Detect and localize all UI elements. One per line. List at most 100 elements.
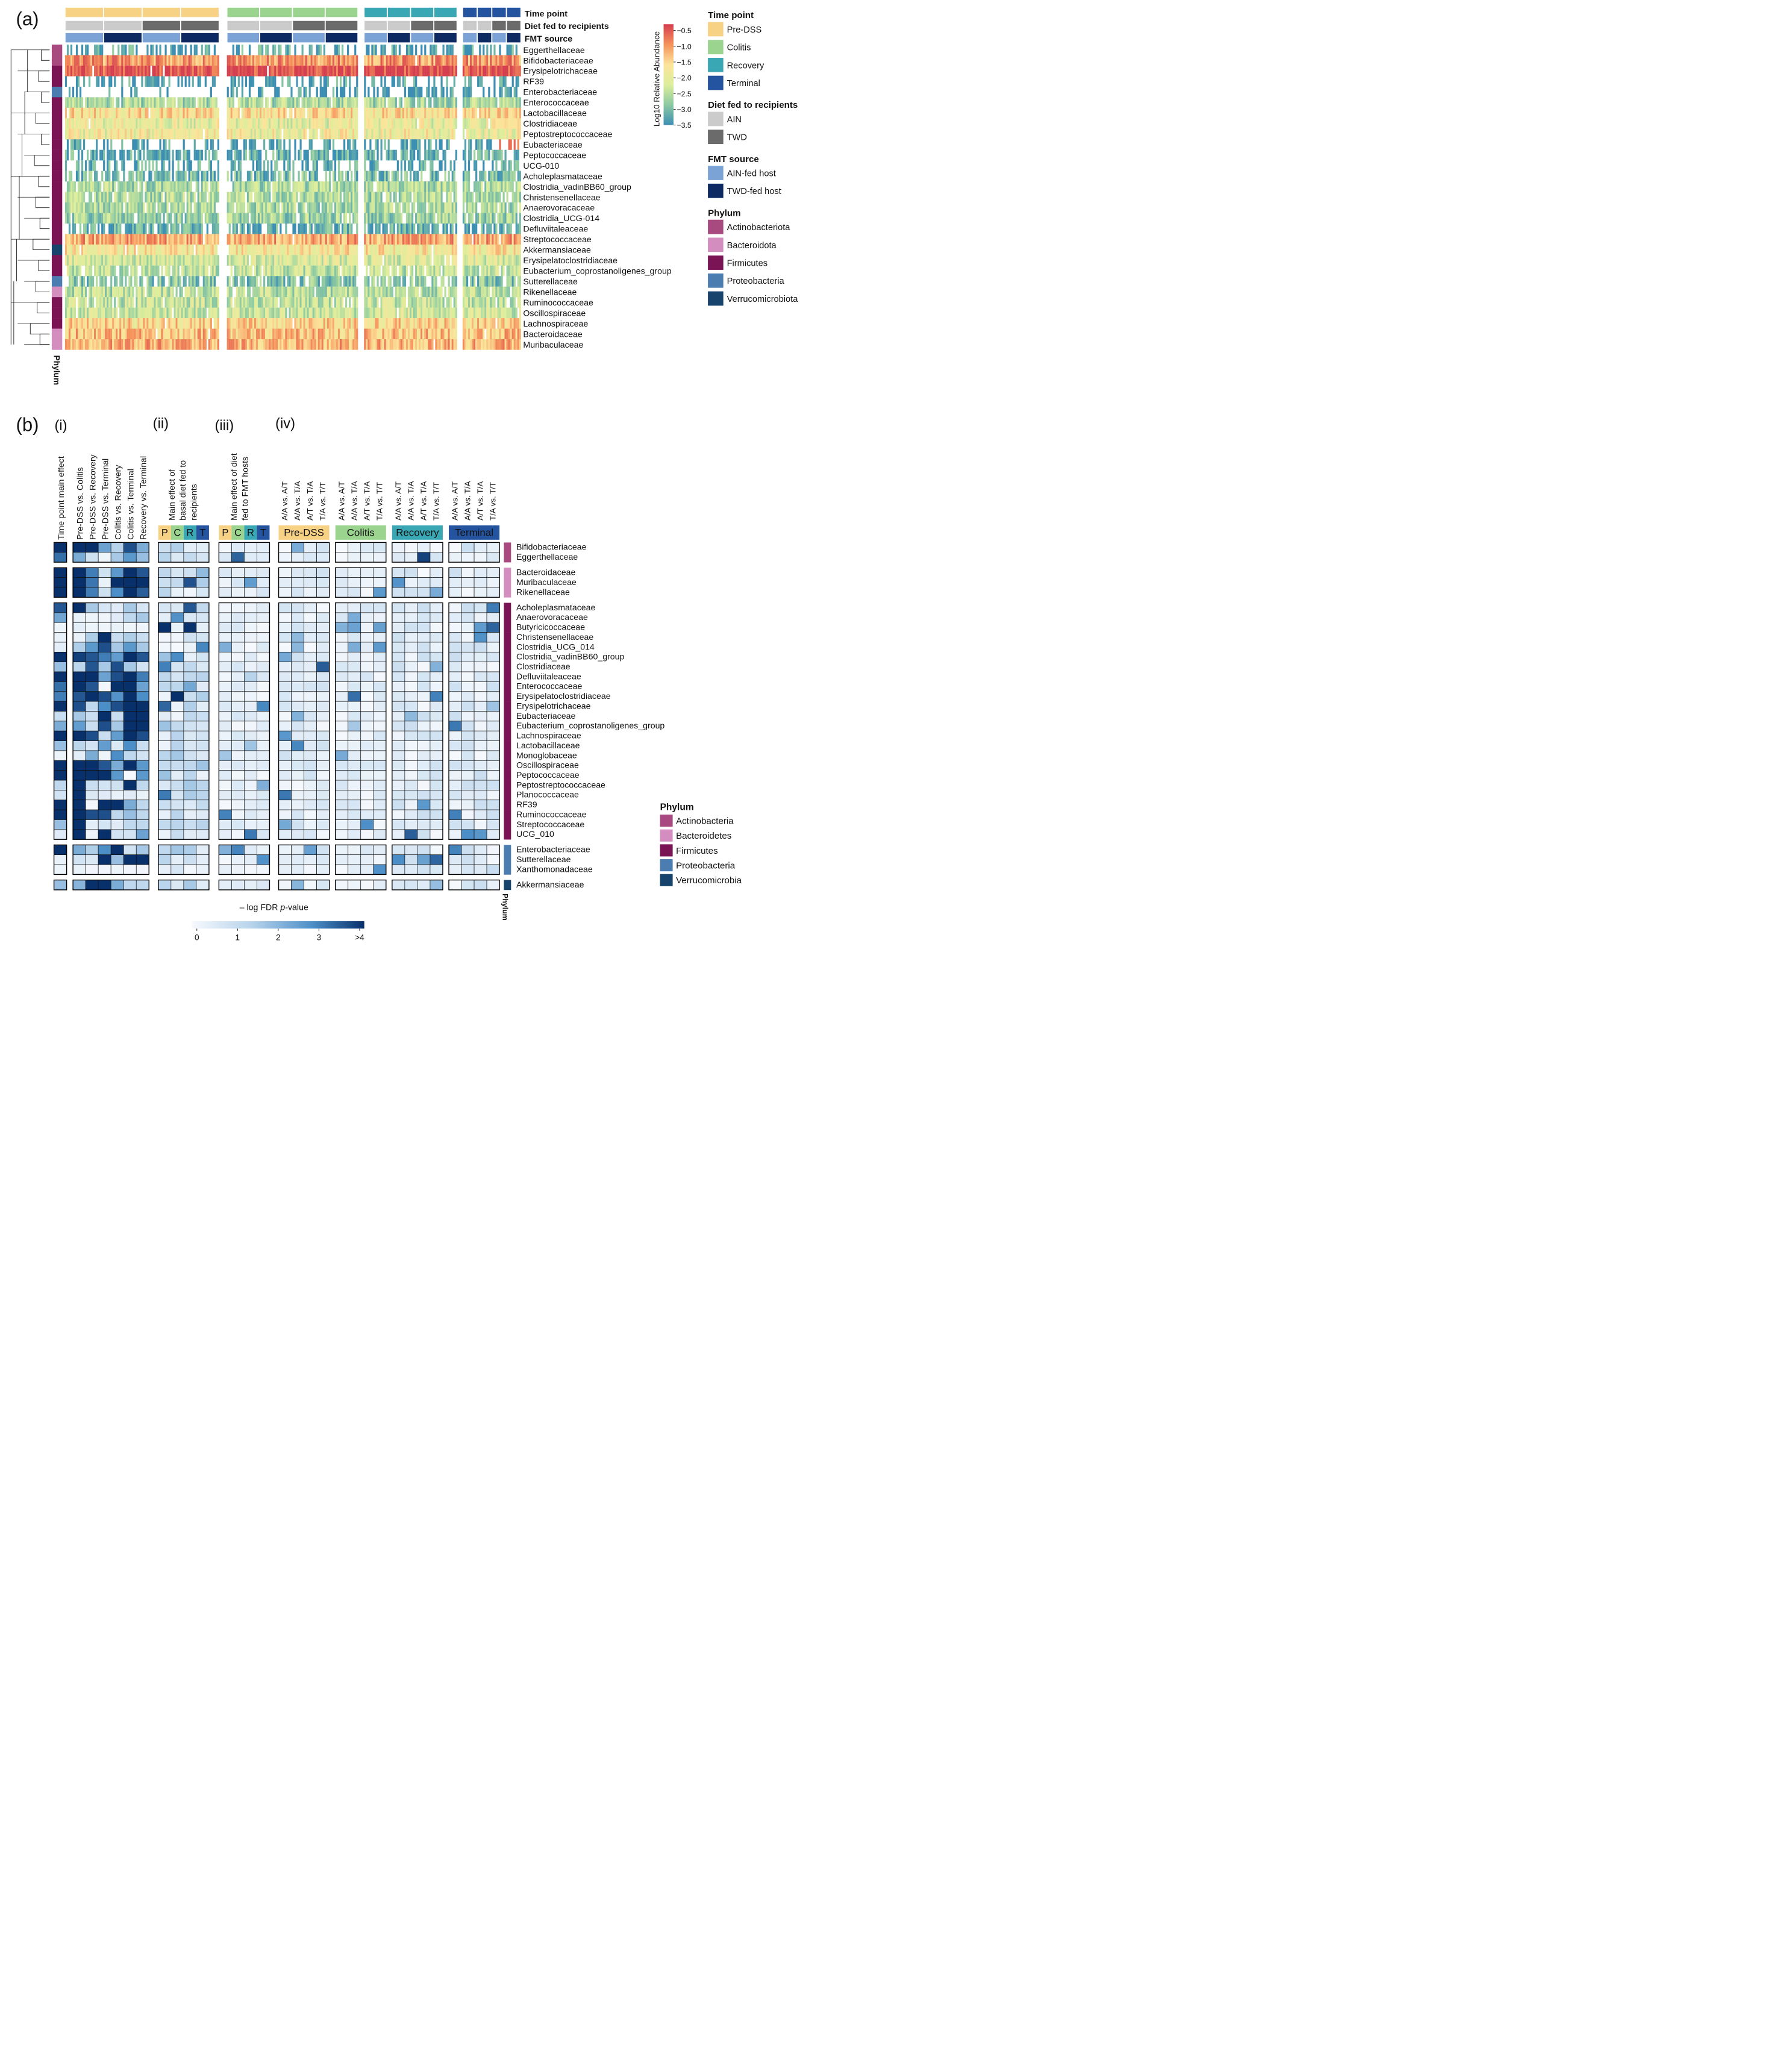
abundance-cell (154, 255, 156, 266)
abundance-cell (260, 339, 262, 350)
abundance-cell (125, 339, 127, 350)
abundance-cell (305, 307, 307, 319)
abundance-cell (332, 128, 335, 140)
abundance-cell (210, 97, 212, 108)
abundance-cell (193, 65, 196, 77)
abundance-cell (241, 107, 243, 119)
abundance-cell (210, 107, 212, 119)
abundance-cell (261, 213, 264, 224)
abundance-cell (316, 213, 318, 224)
abundance-cell (332, 234, 335, 245)
abundance-cell (163, 160, 165, 171)
abundance-cell (301, 328, 304, 340)
abundance-cell (375, 297, 377, 308)
abundance-cell (345, 65, 348, 77)
abundance-cell (236, 171, 238, 182)
abundance-cell (73, 307, 77, 319)
abundance-cell (316, 65, 318, 77)
abundance-cell (435, 286, 437, 298)
abundance-cell (398, 265, 401, 277)
abundance-cell (310, 297, 313, 308)
abundance-cell (330, 192, 333, 203)
abundance-cell (272, 318, 275, 329)
abundance-cell (384, 128, 386, 140)
abundance-cell (154, 107, 156, 119)
abundance-cell (257, 160, 260, 171)
abundance-cell (148, 97, 151, 108)
abundance-cell (292, 97, 295, 108)
abundance-cell (431, 55, 434, 66)
abundance-cell (352, 139, 355, 150)
abundance-cell (272, 128, 275, 140)
abundance-cell (260, 149, 262, 161)
abundance-cell (272, 223, 275, 234)
abundance-cell (294, 276, 296, 287)
abundance-cell (440, 202, 443, 213)
abundance-cell (364, 213, 366, 224)
abundance-cell (301, 118, 304, 129)
abundance-cell (349, 339, 351, 350)
abundance-cell (237, 128, 240, 140)
abundance-cell (250, 171, 253, 182)
abundance-cell (77, 255, 80, 266)
abundance-cell (159, 307, 161, 319)
abundance-cell (103, 181, 105, 192)
abundance-cell (193, 234, 196, 245)
abundance-cell (150, 107, 152, 119)
abundance-cell (255, 234, 258, 245)
abundance-cell (393, 265, 395, 277)
abundance-cell (455, 149, 457, 161)
abundance-cell (339, 297, 342, 308)
abundance-cell (413, 76, 416, 87)
abundance-cell (208, 149, 210, 161)
abundance-cell (332, 149, 335, 161)
abundance-cell (66, 265, 69, 277)
abundance-cell (352, 276, 355, 287)
abundance-cell (116, 234, 118, 245)
abundance-cell (248, 45, 251, 55)
abundance-cell (339, 86, 342, 98)
abundance-cell (267, 318, 269, 329)
abundance-cell (73, 318, 77, 329)
abundance-cell (157, 192, 160, 203)
abundance-cell (210, 265, 212, 277)
abundance-cell (232, 65, 234, 77)
abundance-cell (125, 234, 127, 245)
abundance-cell (75, 328, 78, 340)
abundance-cell (442, 202, 445, 213)
abundance-cell (177, 128, 180, 140)
abundance-cell (453, 97, 455, 108)
abundance-cell (211, 213, 214, 224)
abundance-cell (101, 213, 104, 224)
abundance-cell (202, 202, 205, 213)
abundance-cell (236, 286, 238, 298)
abundance-cell (339, 107, 342, 119)
abundance-cell (435, 97, 437, 108)
abundance-cell (451, 55, 454, 66)
abundance-cell (299, 339, 302, 350)
abundance-cell (272, 276, 275, 287)
dendrogram-branch (37, 302, 50, 313)
abundance-cell (188, 297, 190, 308)
abundance-cell (83, 128, 86, 140)
abundance-cell (281, 213, 284, 224)
abundance-cell (384, 255, 386, 266)
abundance-cell (87, 97, 89, 108)
abundance-cell (345, 213, 348, 224)
abundance-cell (112, 128, 114, 140)
abundance-cell (298, 55, 300, 66)
abundance-cell (257, 265, 260, 277)
abundance-cell (84, 286, 87, 298)
abundance-cell (334, 265, 337, 277)
abundance-cell (339, 181, 342, 192)
abundance-cell (378, 307, 381, 319)
abundance-cell (184, 107, 187, 119)
abundance-cell (430, 297, 432, 308)
abundance-cell (426, 223, 428, 234)
abundance-cell (157, 202, 160, 213)
abundance-cell (250, 181, 253, 192)
abundance-cell (317, 181, 320, 192)
abundance-cell (101, 118, 104, 129)
abundance-cell (114, 202, 116, 213)
abundance-cell (175, 307, 178, 319)
